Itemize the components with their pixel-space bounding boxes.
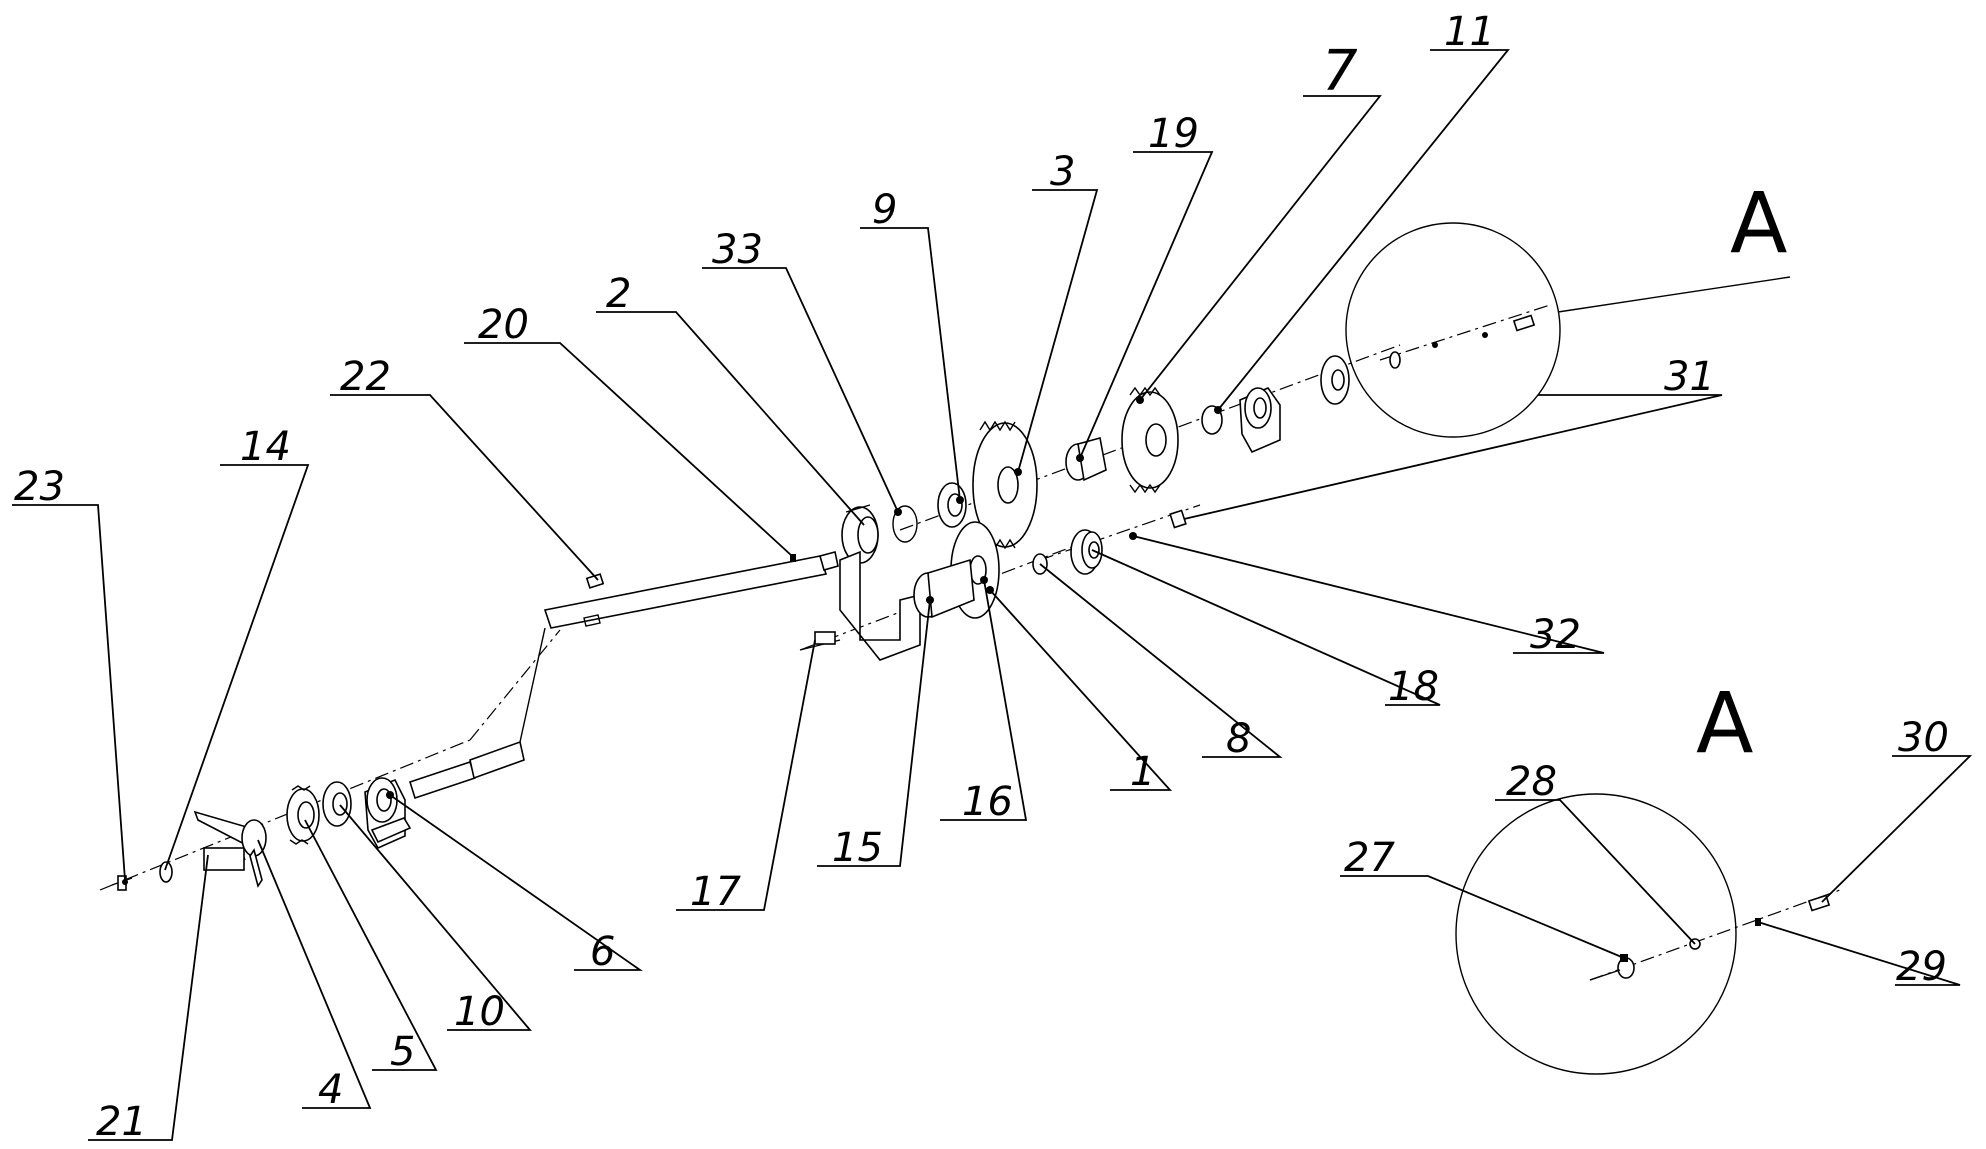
- label-33: 33: [712, 227, 763, 273]
- label-28: 28: [1506, 759, 1557, 805]
- part-14-washer: [159, 861, 173, 883]
- detail-a-view-letter: A: [1696, 674, 1753, 772]
- label-20: 20: [478, 302, 529, 348]
- label-14: 14: [240, 424, 291, 470]
- part-21-spring: [203, 847, 246, 871]
- label-9: 9: [872, 187, 897, 233]
- detail-view-a: [1455, 793, 1841, 1075]
- bearing-housing-upper: [1239, 387, 1281, 454]
- part-17-bracket: [799, 550, 921, 661]
- part-31-nut: [1169, 509, 1187, 529]
- label-5: 5: [390, 1029, 415, 1075]
- label-19: 19: [1148, 111, 1199, 157]
- label-17: 17: [690, 869, 741, 915]
- part-4-lever: [193, 810, 267, 888]
- label-16: 16: [962, 779, 1013, 825]
- part-18-pulley: [1070, 529, 1103, 575]
- label-29: 29: [1896, 944, 1947, 990]
- leader-lines: [12, 49, 1973, 1141]
- label-27: 27: [1344, 835, 1395, 881]
- label-21: 21: [96, 1099, 147, 1145]
- label-31: 31: [1664, 354, 1715, 400]
- detail-a-callout-letter: A: [1730, 174, 1787, 272]
- label-32: 32: [1530, 612, 1581, 658]
- part-11-nut: [1201, 405, 1223, 435]
- part-20-shaft: [409, 551, 839, 800]
- part-5-sprocket-small: [286, 785, 320, 845]
- part-3-sprocket-large: [972, 420, 1038, 550]
- label-15: 15: [832, 825, 883, 871]
- part-10-bearing-ring: [322, 781, 352, 827]
- label-30: 30: [1898, 715, 1949, 761]
- label-4: 4: [318, 1067, 343, 1113]
- part-2-hub: [841, 504, 879, 564]
- label-18: 18: [1388, 664, 1439, 710]
- label-11: 11: [1444, 9, 1495, 55]
- part-labels: 23 14 22 20 2 33 9 3 19 7 11 31 32 18 8 …: [14, 9, 1949, 1145]
- part-23-bolt: [111, 875, 133, 891]
- part-33-retaining-ring: [892, 505, 918, 543]
- detail-a-callout-circle: [1345, 222, 1791, 438]
- part-9-bushing: [937, 482, 967, 528]
- label-2: 2: [606, 271, 631, 317]
- part-6-bearing-housing: [364, 777, 412, 850]
- label-1: 1: [1130, 749, 1155, 795]
- label-22: 22: [340, 354, 391, 400]
- sprocket-upper-right: [1320, 355, 1350, 405]
- label-23: 23: [14, 464, 65, 510]
- part-15-hub-sprocket: [913, 558, 975, 619]
- part-7-sprocket: [1121, 386, 1179, 494]
- label-7: 7: [1322, 39, 1358, 104]
- label-6: 6: [590, 929, 615, 975]
- label-3: 3: [1050, 149, 1075, 195]
- label-10: 10: [454, 989, 505, 1035]
- label-8: 8: [1226, 716, 1251, 762]
